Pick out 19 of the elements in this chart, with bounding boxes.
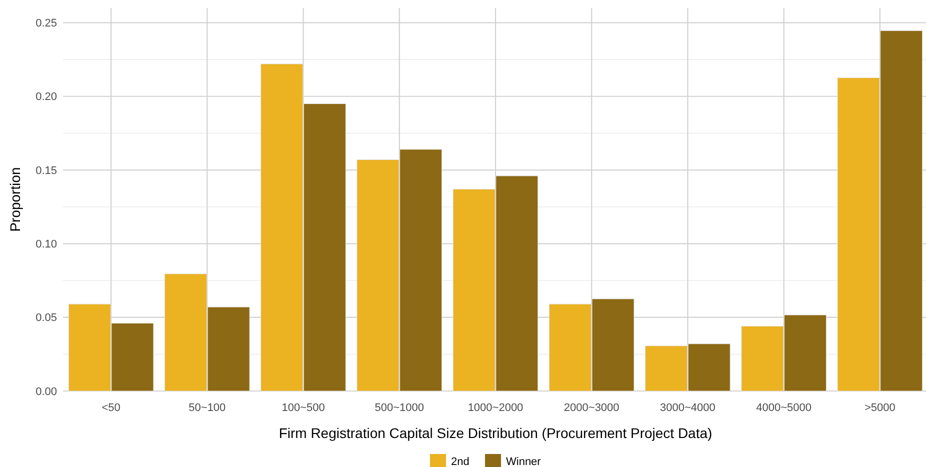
x-axis-title: Firm Registration Capital Size Distribution (Procurement Project Data) — [278, 425, 712, 441]
legend-label: 2nd — [451, 456, 470, 467]
x-tick-label: 500~1000 — [374, 402, 424, 414]
y-tick-label: 0.05 — [36, 312, 57, 324]
x-tick-label: 3000~4000 — [660, 402, 716, 414]
x-tick-label: 100~500 — [282, 402, 325, 414]
y-tick-label: 0.20 — [36, 91, 57, 104]
x-tick-label: 1000~2000 — [468, 402, 524, 414]
x-tick-label: >5000 — [864, 402, 896, 414]
y-axis-title: Proportion — [7, 167, 23, 232]
y-tick-label: 0.15 — [36, 164, 57, 177]
y-tick-label: 0.00 — [36, 386, 57, 398]
x-tick-label: 4000~5000 — [756, 402, 812, 414]
x-tick-label: 2000~3000 — [564, 402, 620, 414]
x-tick-label: 50~100 — [188, 402, 226, 414]
y-tick-label: 0.25 — [36, 18, 57, 30]
legend-label: Winner — [506, 456, 542, 467]
y-tick-label: 0.10 — [36, 238, 57, 251]
x-tick-label: <50 — [102, 402, 120, 414]
